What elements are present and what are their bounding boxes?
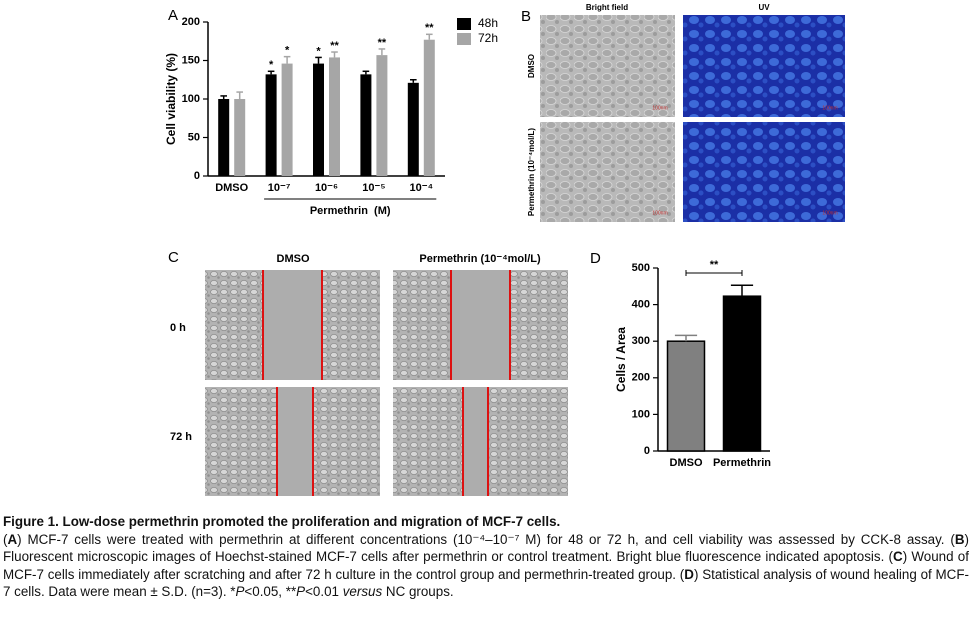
wound xyxy=(263,270,322,380)
bar xyxy=(329,57,340,176)
bar xyxy=(234,99,246,176)
micrograph xyxy=(683,15,845,117)
y-tick-label: 200 xyxy=(632,372,650,384)
bar xyxy=(666,340,706,452)
scale-bar-label: 100nm xyxy=(652,105,667,111)
x-tick-label: Permethrin xyxy=(713,457,771,469)
significance-label: * xyxy=(269,59,274,71)
y-tick-label: 200 xyxy=(182,16,200,28)
column-header: DMSO xyxy=(277,253,310,265)
y-tick-label: 300 xyxy=(632,335,650,347)
bar xyxy=(423,39,435,177)
micrograph xyxy=(683,122,845,222)
wound xyxy=(463,387,488,496)
panel-label: B xyxy=(521,8,531,25)
scale-bar-label: 100nm xyxy=(822,105,837,111)
panel-label: D xyxy=(590,250,601,267)
legend-label: 48h xyxy=(478,16,498,30)
legend-swatch xyxy=(457,33,471,45)
caption-text: P xyxy=(296,584,306,599)
legend-label: 72h xyxy=(478,31,498,45)
caption-text: B xyxy=(954,531,965,547)
bar xyxy=(281,63,293,176)
column-header: Bright field xyxy=(586,3,628,12)
scale-bar-label: 100nm xyxy=(822,210,837,216)
panel-label: C xyxy=(168,249,179,266)
caption-title: Figure 1. Low-dose permethrin promoted t… xyxy=(3,514,561,529)
wound xyxy=(277,387,313,496)
wound xyxy=(451,270,510,380)
bar xyxy=(360,74,372,176)
scale-bar-label: 100nm xyxy=(652,210,667,216)
caption-text: ) Statistical analysis of wound healing … xyxy=(3,566,969,600)
caption-text: NC groups. xyxy=(382,584,454,599)
y-tick-label: 500 xyxy=(632,262,650,274)
micrograph xyxy=(540,122,675,222)
caption-text: D xyxy=(684,566,694,582)
x-tick-label: 10⁻⁷ xyxy=(268,182,291,194)
bar xyxy=(722,295,762,452)
y-tick-label: 50 xyxy=(188,131,200,143)
bar xyxy=(265,74,277,176)
legend-swatch xyxy=(457,18,471,30)
panel-label: A xyxy=(168,7,178,24)
caption: Figure 1. Low-dose permethrin promoted t… xyxy=(3,513,969,601)
x-tick-label: DMSO xyxy=(215,182,248,194)
caption-body: (A) MCF-7 cells were treated with permet… xyxy=(3,531,969,601)
caption-text: <0.05, ** xyxy=(244,584,297,599)
group-label: Permethrin (M) xyxy=(310,205,391,217)
bar xyxy=(376,55,388,176)
significance-label: * xyxy=(285,45,290,57)
significance-label: ** xyxy=(710,259,719,271)
x-tick-label: DMSO xyxy=(670,457,703,469)
row-header: 0 h xyxy=(170,322,186,334)
bar xyxy=(218,99,230,176)
y-tick-label: 0 xyxy=(194,170,200,182)
row-header: 72 h xyxy=(170,431,192,443)
y-tick-label: 400 xyxy=(632,299,650,311)
row-header: DMSO xyxy=(527,54,536,78)
row-header: Permethrin (10⁻⁴mol/L) xyxy=(527,128,536,217)
y-axis-label: Cells / Area xyxy=(614,327,628,392)
significance-label: ** xyxy=(378,37,387,49)
caption-text: A xyxy=(7,531,18,547)
y-tick-label: 150 xyxy=(182,54,200,66)
significance-label: ** xyxy=(330,40,339,52)
y-tick-label: 100 xyxy=(182,93,200,105)
significance-label: * xyxy=(316,45,321,57)
column-header: UV xyxy=(758,3,770,12)
y-tick-label: 0 xyxy=(644,445,650,457)
panel-b: B Bright field UV DMSO Permethrin (10⁻⁴m… xyxy=(521,3,845,222)
bar xyxy=(313,63,324,176)
caption-text: P xyxy=(235,584,245,599)
caption-text: ) Wound of MCF-7 cells immediately after… xyxy=(3,549,969,582)
caption-text: <0.01 xyxy=(305,584,343,599)
caption-text: ) MCF-7 cells were treated with permethr… xyxy=(17,531,955,547)
x-tick-label: 10⁻⁶ xyxy=(315,182,338,194)
panel-c: C DMSO Permethrin (10⁻⁴mol/L) 0 h 72 h xyxy=(168,249,568,496)
x-tick-label: 10⁻⁴ xyxy=(410,182,433,194)
significance-label: ** xyxy=(425,22,434,34)
y-tick-label: 100 xyxy=(632,408,650,420)
caption-text: C xyxy=(893,549,903,564)
micrograph xyxy=(540,15,675,117)
y-axis-label: Cell viability (%) xyxy=(164,53,178,145)
column-header: Permethrin (10⁻⁴mol/L) xyxy=(419,253,541,265)
bar xyxy=(407,82,419,176)
caption-text: ) Fluorescent microscopic images of Hoec… xyxy=(3,531,969,565)
caption-text: ( xyxy=(3,531,8,547)
x-tick-label: 10⁻⁵ xyxy=(362,182,385,194)
figure: B Bright field UV DMSO Permethrin (10⁻⁴m… xyxy=(164,3,845,496)
caption-text: versus xyxy=(342,584,383,599)
